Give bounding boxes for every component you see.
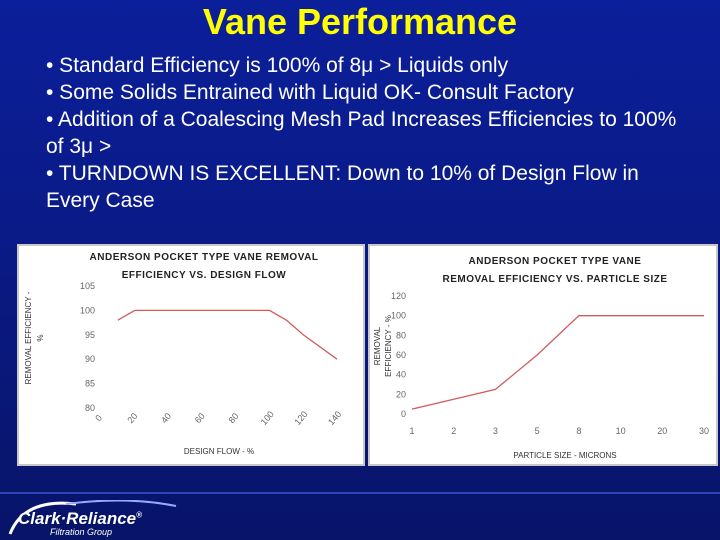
x-tick-label: 60 [193,411,207,425]
y-tick-label: 60 [396,350,406,360]
chart-title-line: ANDERSON POCKET TYPE VANE REMOVAL [90,252,319,263]
bullet-item: • Standard Efficiency is 100% of 8μ > Li… [46,54,509,77]
y-axis-label-line: EFFICIENCY - % [384,315,393,377]
y-tick-label: 20 [396,389,406,399]
bullet-list: • Standard Efficiency is 100% of 8μ > Li… [46,52,686,214]
y-tick-label: 85 [85,379,95,389]
bullet-item: • TURNDOWN IS EXCELLENT: Down to 10% of … [46,162,639,212]
x-tick-label: 10 [616,426,626,436]
y-tick-label: 95 [85,330,95,340]
logo-subtitle: Filtration Group [50,527,113,537]
x-tick-label: 1 [409,426,414,436]
chart-design-flow: ANDERSON POCKET TYPE VANE REMOVAL EFFICIE… [24,252,343,456]
bullet-item: • Addition of a Coalescing Mesh Pad Incr… [46,108,677,158]
y-tick-label: 0 [401,409,406,419]
clark-reliance-logo-icon [8,500,177,535]
x-tick-label: 140 [326,409,343,427]
y-tick-label: 80 [85,403,95,413]
y-tick-label: 90 [85,354,95,364]
y-tick-label: 100 [391,311,406,321]
x-tick-label: 3 [493,426,498,436]
x-tick-label: 0 [93,413,104,423]
chart-panel-design-flow: ANDERSON POCKET TYPE VANE REMOVAL EFFICIE… [17,244,365,466]
x-tick-label: 5 [535,426,540,436]
y-tick-label: 105 [80,281,95,291]
footer-divider [0,492,720,494]
x-axis-label: PARTICLE SIZE - MICRONS [513,451,616,460]
logo-name: Clark·Reliance® [18,509,143,528]
x-axis-label: DESIGN FLOW - % [184,447,254,456]
y-axis-label-line: % [36,334,45,341]
chart-particle-size: ANDERSON POCKET TYPE VANE REMOVAL EFFICIE… [373,256,709,460]
x-tick-label: 20 [657,426,667,436]
x-tick-label: 120 [292,409,309,427]
y-axis-label-line: REMOVAL EFFICIENCY - [24,291,33,384]
slide-title: Vane Performance [202,1,518,42]
y-tick-label: 40 [396,370,406,380]
y-tick-label: 100 [80,305,95,315]
x-tick-label: 40 [159,411,173,425]
series-line-design-flow [117,309,338,360]
y-tick-label: 120 [391,291,406,301]
x-tick-label: 8 [576,426,581,436]
chart-title-line: ANDERSON POCKET TYPE VANE [469,256,642,267]
x-tick-label: 80 [227,411,241,425]
x-tick-label: 20 [125,411,139,425]
x-tick-label: 2 [451,426,456,436]
x-tick-label: 100 [259,409,276,427]
bullet-item: • Some Solids Entrained with Liquid OK- … [46,81,574,104]
chart-title-line: EFFICIENCY VS. DESIGN FLOW [122,270,287,281]
series-line-particle-size [411,315,704,410]
x-tick-label: 30 [699,426,709,436]
chart-panel-particle-size: ANDERSON POCKET TYPE VANE REMOVAL EFFICIE… [368,244,718,466]
y-axis-label-line: REMOVAL [373,326,382,365]
y-tick-label: 80 [396,330,406,340]
chart-title-line: REMOVAL EFFICIENCY VS. PARTICLE SIZE [442,274,667,285]
